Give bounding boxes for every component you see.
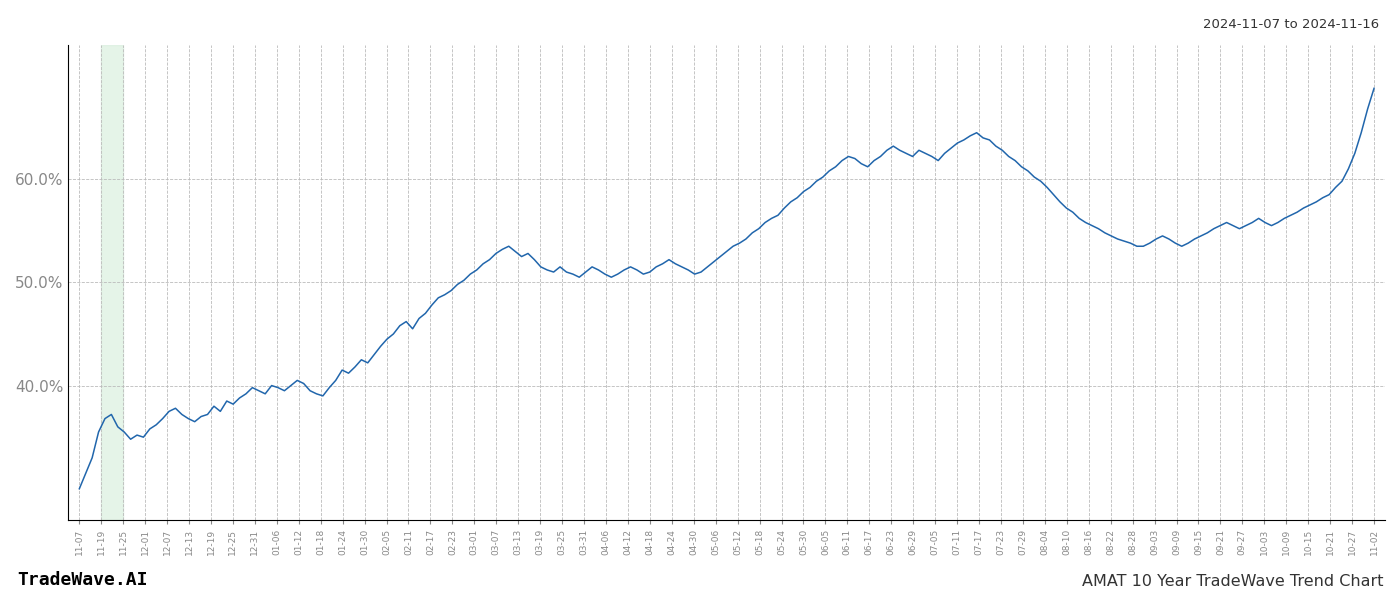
Text: TradeWave.AI: TradeWave.AI <box>17 571 147 589</box>
Text: 2024-11-07 to 2024-11-16: 2024-11-07 to 2024-11-16 <box>1203 18 1379 31</box>
Text: AMAT 10 Year TradeWave Trend Chart: AMAT 10 Year TradeWave Trend Chart <box>1082 574 1383 589</box>
Bar <box>101 45 123 520</box>
